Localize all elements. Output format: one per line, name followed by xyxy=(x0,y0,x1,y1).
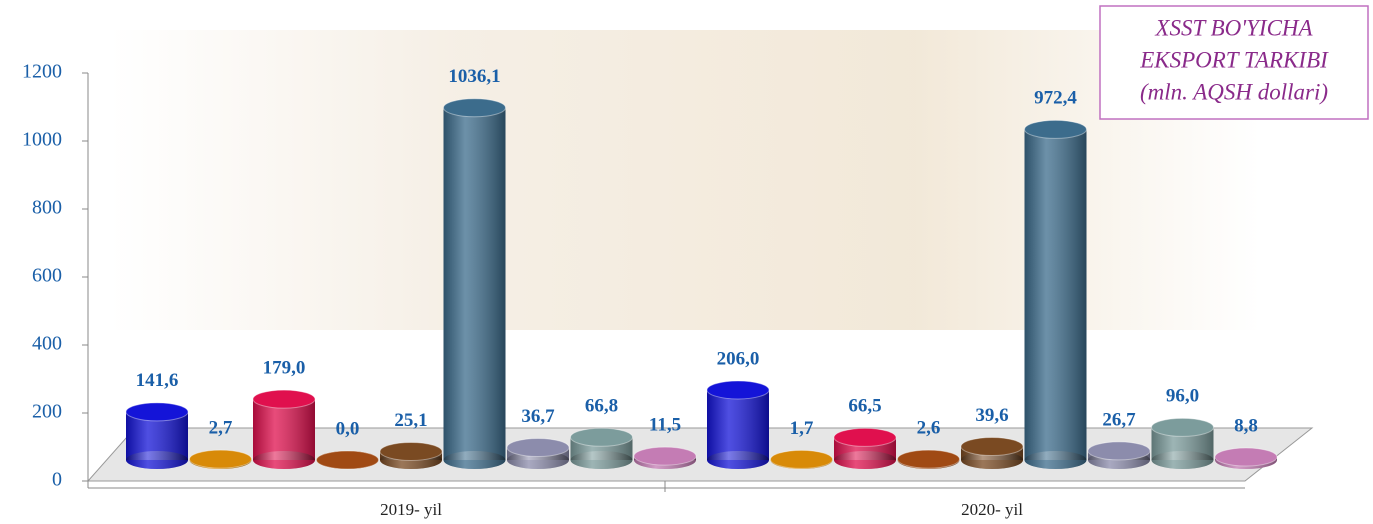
bar-shade xyxy=(253,399,315,460)
value-label: 66,8 xyxy=(585,396,618,417)
cylinder-bottom-shade xyxy=(443,451,506,469)
value-label: 39,6 xyxy=(975,405,1008,426)
value-label: 25,1 xyxy=(394,410,427,431)
cylinder-top xyxy=(189,449,252,469)
cylinder-bottom-shade xyxy=(707,451,769,469)
cylinder-bottom-shade xyxy=(834,451,896,469)
x-tick-label: 2020- yil xyxy=(961,500,1023,519)
cylinder-top xyxy=(443,98,506,118)
bar-shade xyxy=(1024,129,1087,460)
cylinder-top xyxy=(706,380,770,400)
value-label: 96,0 xyxy=(1166,386,1199,407)
bar-shade xyxy=(707,389,769,460)
cylinder-top xyxy=(1087,441,1151,461)
cylinder-top xyxy=(770,449,833,469)
value-label: 1,7 xyxy=(790,418,814,439)
y-tick-label: 1200 xyxy=(22,61,62,83)
cylinder-top xyxy=(506,438,570,458)
cylinder-top xyxy=(252,389,316,409)
cylinder-top xyxy=(1024,119,1087,139)
value-label: 36,7 xyxy=(521,406,555,427)
value-label: 2,7 xyxy=(209,417,233,438)
value-label: 0,0 xyxy=(336,418,360,439)
cylinder-top xyxy=(1151,417,1214,437)
value-label: 8,8 xyxy=(1234,415,1258,436)
cylinder-top xyxy=(633,446,697,466)
cylinder-bottom-shade xyxy=(1024,451,1087,469)
value-label: 11,5 xyxy=(649,414,681,435)
cylinder-top xyxy=(379,441,443,461)
y-tick-label: 600 xyxy=(32,265,62,287)
y-tick-label: 400 xyxy=(32,333,62,355)
chart-title: (mln. AQSH dollari) xyxy=(1140,79,1328,104)
cylinder-top xyxy=(1214,447,1278,467)
y-tick-label: 1000 xyxy=(22,129,62,151)
cylinder-bottom-shade xyxy=(1151,451,1214,469)
cylinder-bottom-shade xyxy=(126,451,188,469)
value-label: 179,0 xyxy=(263,357,306,378)
value-label: 1036,1 xyxy=(448,66,500,87)
title-box xyxy=(1099,5,1369,120)
cylinder-top xyxy=(897,449,960,469)
cylinder-top xyxy=(570,427,633,447)
background-image xyxy=(110,30,1260,330)
value-label: 141,6 xyxy=(136,370,179,391)
cylinder-top xyxy=(316,450,379,470)
cylinder-top xyxy=(125,402,189,422)
y-tick-label: 200 xyxy=(32,401,62,423)
cylinder-bottom-shade xyxy=(253,451,315,469)
value-label: 2,6 xyxy=(917,417,941,438)
value-label: 972,4 xyxy=(1034,88,1077,109)
cylinder-top xyxy=(833,427,897,447)
cylinder-bottom-shade xyxy=(570,451,633,469)
chart-title: XSST BO'YICHA xyxy=(1154,15,1313,40)
y-tick-label: 0 xyxy=(52,469,62,491)
bar-shade xyxy=(443,107,506,460)
value-label: 26,7 xyxy=(1102,409,1136,430)
cylinder-bottom-shade xyxy=(507,451,569,469)
x-tick-label: 2019- yil xyxy=(380,500,442,519)
value-label: 66,5 xyxy=(848,396,881,417)
chart-title: EKSPORT TARKIBI xyxy=(1139,47,1329,72)
cylinder-top xyxy=(960,437,1024,457)
y-tick-label: 800 xyxy=(32,197,62,219)
value-label: 206,0 xyxy=(717,348,760,369)
cylinder-bottom-shade xyxy=(961,451,1023,469)
